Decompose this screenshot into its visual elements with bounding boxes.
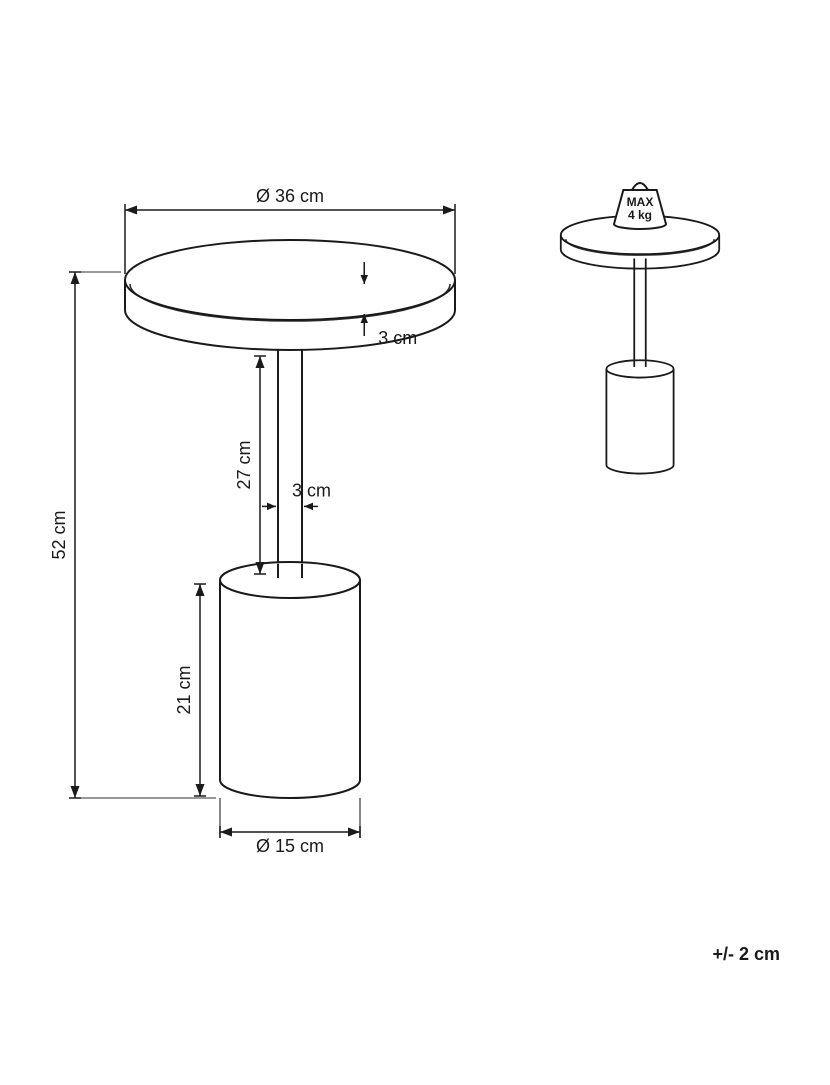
aux-drawing: MAX4 kg xyxy=(561,183,719,474)
dimension-layer: Ø 36 cm 52 cm 3 cm 27 cm 3 cm 21 cm Ø 15 cm xyxy=(49,186,455,856)
diagram-svg: MAX4 kg Ø 36 cm52 cm3 cm27 cm3 cm21 cmØ … xyxy=(0,0,830,1080)
max-load-label-2: 4 kg xyxy=(628,208,652,222)
lip-depth-label: 3 cm xyxy=(378,328,417,348)
dimension-label: 27 cm xyxy=(234,440,254,489)
max-load-label-1: MAX xyxy=(627,195,654,209)
dimension-label: 21 cm xyxy=(174,665,194,714)
dimension-diagram: MAX4 kg Ø 36 cm52 cm3 cm27 cm3 cm21 cmØ … xyxy=(0,0,830,1080)
dimension-label: Ø 36 cm xyxy=(256,186,324,206)
dimension-label: 52 cm xyxy=(49,510,69,559)
dimension-label: Ø 15 cm xyxy=(256,836,324,856)
tolerance-label: +/- 2 cm xyxy=(712,944,780,964)
pole-width-label: 3 cm xyxy=(292,480,331,500)
